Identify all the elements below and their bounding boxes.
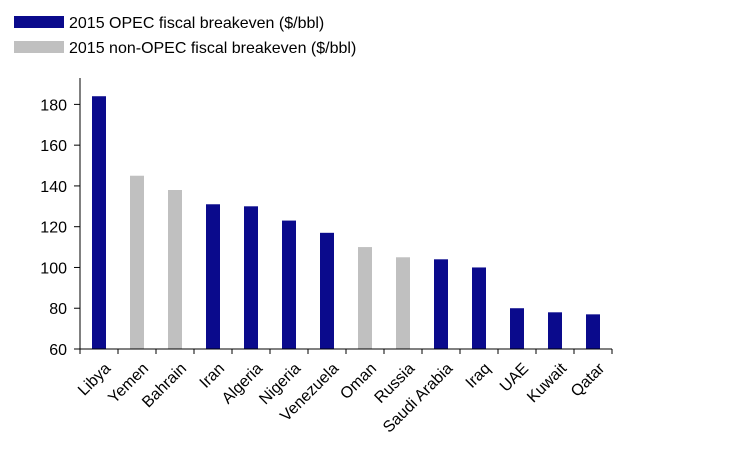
y-tick-label: 100 <box>40 260 67 277</box>
bar-saudi-arabia <box>434 259 448 349</box>
bar-kuwait <box>548 312 562 349</box>
bar-yemen <box>130 175 144 349</box>
y-tick-label: 60 <box>49 342 67 359</box>
x-tick-label: Iran <box>197 360 229 392</box>
bar-iraq <box>472 267 486 349</box>
y-axis: 60 80 100 120 140 160 180 <box>40 78 81 359</box>
x-tick-label: Iraq <box>463 360 495 392</box>
x-tick-label: Algeria <box>219 360 266 407</box>
x-tick-label: Kuwait <box>524 360 570 406</box>
bar-libya <box>92 96 106 349</box>
bar-algeria <box>244 206 258 349</box>
legend-swatch-opec <box>14 16 64 28</box>
bar-venezuela <box>320 232 334 349</box>
y-tick-label: 160 <box>40 138 67 155</box>
legend-swatch-non-opec <box>14 41 64 53</box>
legend: 2015 OPEC fiscal breakeven ($/bbl) 2015 … <box>14 15 356 57</box>
bar-uae <box>510 308 524 349</box>
bar-russia <box>396 257 410 349</box>
y-tick-label: 120 <box>40 220 67 237</box>
bar-iran <box>206 204 220 349</box>
y-tick-label: 140 <box>40 179 67 196</box>
legend-label-non-opec: 2015 non-OPEC fiscal breakeven ($/bbl) <box>69 40 356 57</box>
bars <box>92 96 600 349</box>
bar-bahrain <box>168 190 182 349</box>
bar-oman <box>358 247 372 349</box>
bar-qatar <box>586 314 600 349</box>
x-tick-label: Qatar <box>568 360 609 401</box>
y-tick-label: 180 <box>40 97 67 114</box>
legend-label-opec: 2015 OPEC fiscal breakeven ($/bbl) <box>69 15 324 32</box>
bar-nigeria <box>282 220 296 349</box>
y-tick-label: 80 <box>49 301 67 318</box>
